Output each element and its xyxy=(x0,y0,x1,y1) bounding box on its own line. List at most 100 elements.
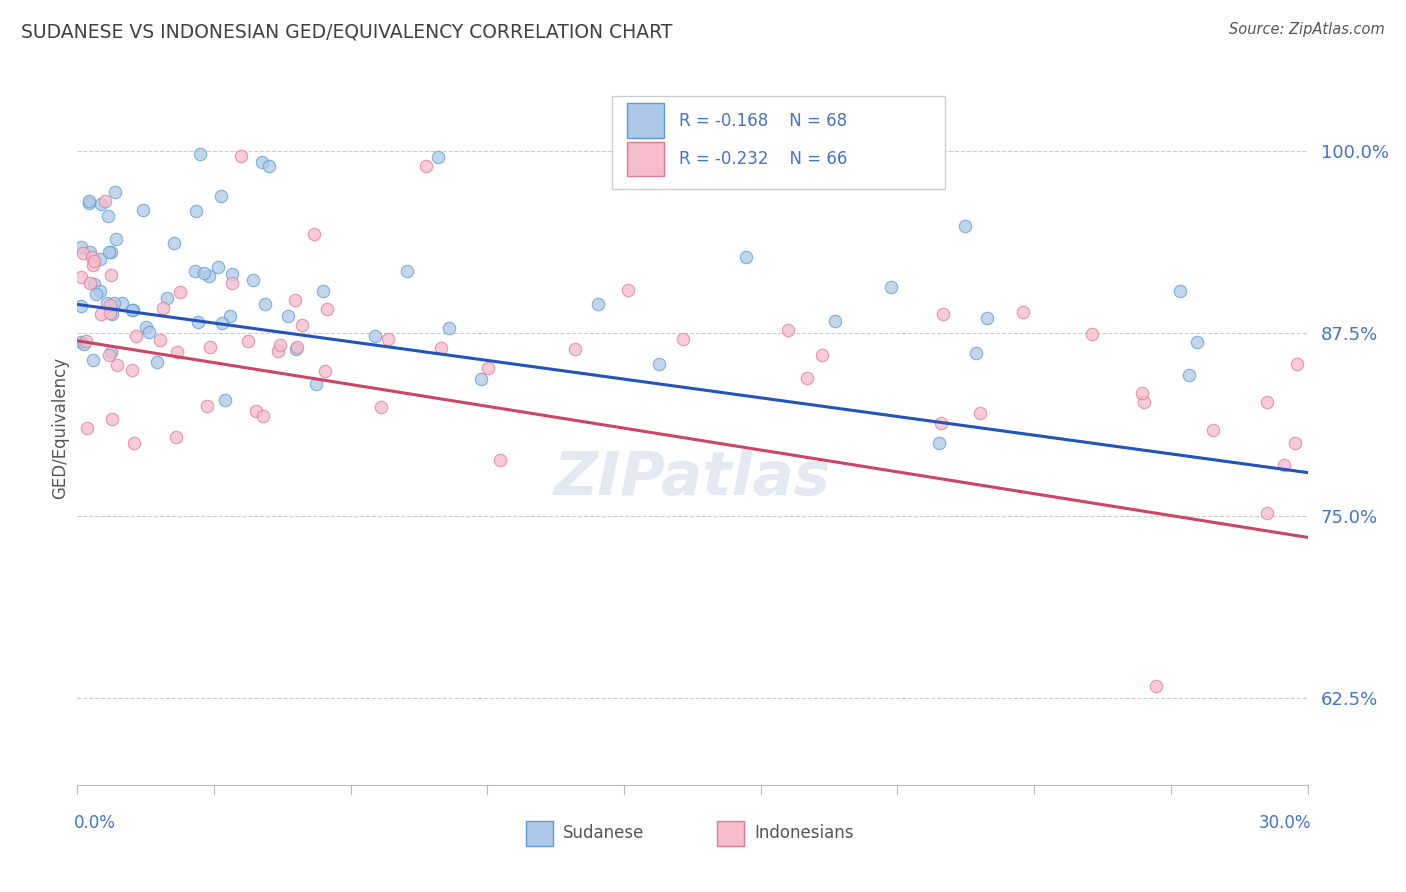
Point xyxy=(969,406,991,420)
Point xyxy=(149,333,172,347)
Text: Source: ZipAtlas.com: Source: ZipAtlas.com xyxy=(1229,22,1385,37)
Point xyxy=(427,150,450,164)
Point xyxy=(76,420,98,434)
Point xyxy=(84,286,107,301)
Point xyxy=(415,159,437,173)
Point xyxy=(121,363,143,377)
Point xyxy=(672,332,695,346)
Point xyxy=(163,236,186,251)
Point xyxy=(1284,435,1306,450)
Point xyxy=(122,302,145,317)
Point xyxy=(207,260,229,275)
Point xyxy=(824,314,846,328)
Point xyxy=(304,227,326,242)
Point xyxy=(932,307,955,321)
Point xyxy=(104,186,127,200)
Point xyxy=(489,452,512,467)
Point xyxy=(269,337,291,351)
Point xyxy=(82,250,104,264)
Text: 30.0%: 30.0% xyxy=(1258,814,1312,831)
Bar xyxy=(627,142,664,177)
Point xyxy=(377,332,399,346)
Point xyxy=(267,343,290,358)
Point xyxy=(105,232,128,246)
Text: ZIPatlas: ZIPatlas xyxy=(554,449,831,508)
Point xyxy=(284,293,307,307)
Point xyxy=(796,371,818,385)
Point xyxy=(1012,305,1035,319)
Text: 0.0%: 0.0% xyxy=(73,814,115,831)
Text: SUDANESE VS INDONESIAN GED/EQUIVALENCY CORRELATION CHART: SUDANESE VS INDONESIAN GED/EQUIVALENCY C… xyxy=(21,22,672,41)
Point xyxy=(73,337,96,351)
Point xyxy=(928,435,950,450)
Point xyxy=(647,357,669,371)
Point xyxy=(165,430,187,444)
Point xyxy=(169,285,191,299)
Text: Sudanese: Sudanese xyxy=(564,824,645,842)
Point xyxy=(616,283,638,297)
Point xyxy=(277,309,299,323)
Point xyxy=(83,254,105,268)
Point xyxy=(316,301,339,316)
Point xyxy=(778,323,800,337)
Point xyxy=(100,268,122,283)
Point xyxy=(811,348,834,362)
Point xyxy=(437,321,460,335)
Point xyxy=(121,302,143,317)
Point xyxy=(236,334,259,348)
Point xyxy=(89,285,111,299)
Point xyxy=(976,310,998,325)
Point xyxy=(98,306,121,320)
Point xyxy=(193,267,215,281)
Point xyxy=(125,329,148,343)
Bar xyxy=(627,103,664,137)
Point xyxy=(1178,368,1201,382)
Point xyxy=(586,297,609,311)
Point xyxy=(1144,679,1167,693)
Point xyxy=(111,296,134,310)
Point xyxy=(198,269,221,284)
Point xyxy=(880,280,903,294)
Point xyxy=(79,245,101,260)
Text: Indonesians: Indonesians xyxy=(754,824,853,842)
Point xyxy=(257,159,280,173)
Point xyxy=(221,267,243,281)
Point xyxy=(156,291,179,305)
Point xyxy=(250,154,273,169)
Point xyxy=(82,353,104,368)
Point xyxy=(364,328,387,343)
Point xyxy=(1185,334,1208,349)
Point xyxy=(98,298,121,312)
Point xyxy=(96,296,118,310)
Point xyxy=(98,244,121,259)
Point xyxy=(77,195,100,210)
Point xyxy=(82,258,104,272)
Point xyxy=(188,147,212,161)
Point xyxy=(90,196,112,211)
Point xyxy=(98,348,121,362)
Point xyxy=(90,307,112,321)
Point xyxy=(1081,327,1104,342)
Point xyxy=(83,277,105,292)
Point xyxy=(955,219,977,233)
Bar xyxy=(717,821,744,846)
Point xyxy=(184,204,207,219)
Point xyxy=(477,361,499,376)
Point xyxy=(70,269,93,284)
Point xyxy=(291,318,314,332)
Point xyxy=(122,435,145,450)
Point xyxy=(146,355,169,369)
Point xyxy=(285,340,308,354)
Point xyxy=(304,377,326,392)
Point xyxy=(138,325,160,339)
Point xyxy=(1202,423,1225,437)
Point xyxy=(430,341,453,355)
Point xyxy=(1256,395,1278,409)
Point xyxy=(311,284,333,298)
Point xyxy=(132,202,155,217)
Point xyxy=(929,417,952,431)
Point xyxy=(184,263,207,277)
Point xyxy=(245,404,267,418)
Point xyxy=(94,194,117,208)
Point xyxy=(291,812,314,826)
